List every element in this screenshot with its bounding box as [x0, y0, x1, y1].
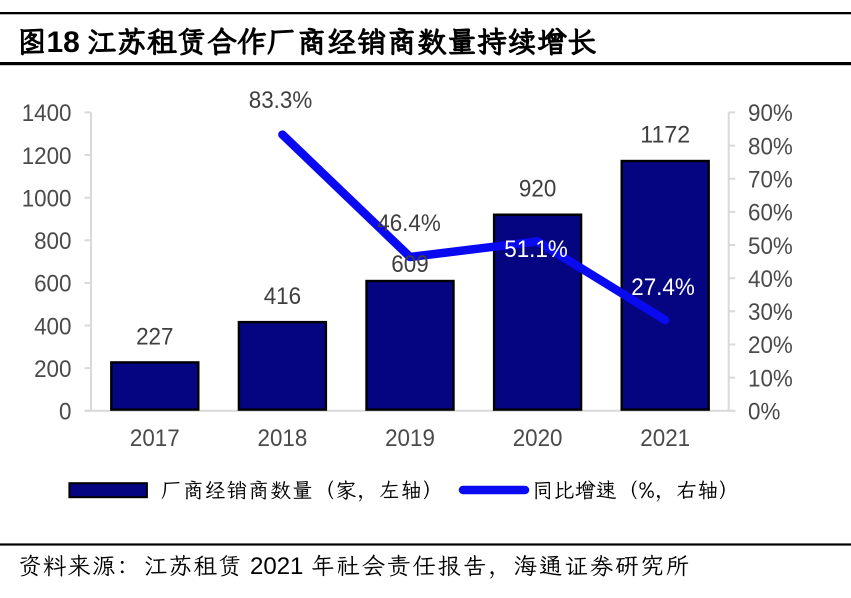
- svg-text:1172: 1172: [640, 122, 690, 149]
- svg-text:80%: 80%: [748, 133, 793, 160]
- svg-text:2018: 2018: [258, 425, 308, 452]
- svg-text:18: 18: [47, 26, 80, 59]
- svg-text:60%: 60%: [748, 200, 793, 227]
- svg-text:83.3%: 83.3%: [249, 87, 313, 114]
- svg-text:10%: 10%: [748, 365, 793, 392]
- svg-text:2017: 2017: [130, 425, 180, 452]
- svg-text:1000: 1000: [22, 185, 72, 212]
- svg-text:2019: 2019: [385, 425, 435, 452]
- svg-text:20%: 20%: [748, 332, 793, 359]
- svg-text:416: 416: [264, 283, 301, 310]
- svg-text:46.4%: 46.4%: [377, 210, 441, 237]
- svg-text:27.4%: 27.4%: [631, 274, 695, 301]
- svg-text:0%: 0%: [748, 399, 780, 426]
- svg-text:1200: 1200: [22, 143, 72, 170]
- svg-text:50%: 50%: [748, 233, 793, 260]
- svg-text:30%: 30%: [748, 299, 793, 326]
- svg-text:800: 800: [34, 228, 71, 255]
- svg-text:1400: 1400: [22, 100, 72, 127]
- svg-text:2021: 2021: [640, 425, 690, 452]
- svg-text:600: 600: [34, 271, 71, 298]
- svg-text:920: 920: [519, 176, 556, 203]
- svg-text:400: 400: [34, 313, 71, 340]
- svg-text:2020: 2020: [513, 425, 563, 452]
- svg-text:70%: 70%: [748, 167, 793, 194]
- svg-text:51.1%: 51.1%: [504, 236, 568, 263]
- svg-text:40%: 40%: [748, 266, 793, 293]
- svg-text:90%: 90%: [748, 100, 793, 127]
- svg-text:0: 0: [59, 399, 71, 426]
- svg-text:609: 609: [391, 251, 428, 278]
- svg-text:227: 227: [136, 324, 173, 351]
- svg-text:200: 200: [34, 356, 71, 383]
- svg-text:2021: 2021: [250, 553, 303, 580]
